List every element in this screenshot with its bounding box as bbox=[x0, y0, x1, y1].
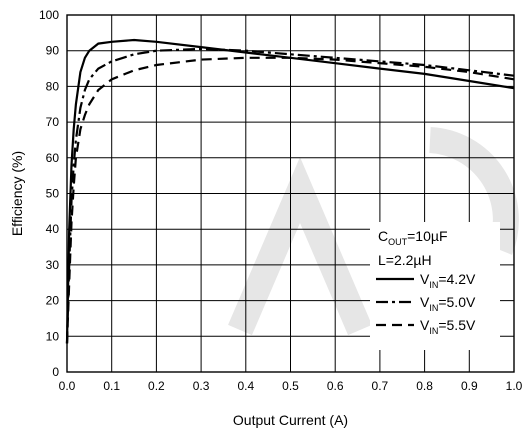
legend-background bbox=[370, 222, 500, 350]
x-tick-label: 0.1 bbox=[103, 379, 120, 393]
y-tick-label: 50 bbox=[46, 187, 60, 201]
legend-label-3: VIN=5.5V bbox=[420, 317, 476, 336]
series-line-2 bbox=[65, 47, 515, 344]
x-tick-label: 0.9 bbox=[461, 379, 478, 393]
plot-frame bbox=[66, 14, 515, 373]
series-line-1 bbox=[65, 38, 515, 344]
watermark-stroke bbox=[428, 127, 519, 255]
y-tick-label: 100 bbox=[39, 8, 59, 22]
y-tick-label: 60 bbox=[46, 151, 60, 165]
series-line-3 bbox=[65, 56, 515, 344]
x-tick-label: 1.0 bbox=[506, 379, 522, 393]
y-tick-label: 70 bbox=[46, 115, 60, 129]
x-tick-label: 0.4 bbox=[237, 379, 254, 393]
y-tick-label: 80 bbox=[46, 79, 60, 93]
x-tick-label: 0.7 bbox=[372, 379, 389, 393]
x-axis-ticks: 0.0 0.1 0.2 0.3 0.4 0.5 0.6 0.7 0.8 0.9 1.0 bbox=[59, 379, 522, 393]
y-tick-label: 90 bbox=[46, 44, 60, 58]
y-tick-label: 20 bbox=[46, 294, 60, 308]
y-tick-label: 30 bbox=[46, 258, 60, 272]
y-axis-ticks: 0 10 20 30 40 50 60 70 80 90 100 bbox=[39, 8, 59, 379]
y-axis-label: Efficiency (%) bbox=[9, 151, 25, 236]
x-tick-label: 0.2 bbox=[148, 379, 165, 393]
y-tick-label: 40 bbox=[46, 222, 60, 236]
x-axis-label: Output Current (A) bbox=[233, 412, 348, 428]
series-layer bbox=[65, 38, 515, 344]
x-tick-label: 0.8 bbox=[416, 379, 433, 393]
condition-cout: COUT=10µF bbox=[378, 228, 448, 247]
x-tick-label: 0.5 bbox=[282, 379, 299, 393]
x-tick-label: 0.0 bbox=[59, 379, 76, 393]
x-tick-label: 0.3 bbox=[193, 379, 210, 393]
condition-inductor: L=2.2µH bbox=[378, 252, 432, 268]
y-tick-label: 0 bbox=[52, 365, 59, 379]
x-tick-label: 0.6 bbox=[327, 379, 344, 393]
watermark-stroke bbox=[228, 156, 372, 336]
y-tick-label: 10 bbox=[46, 329, 60, 343]
